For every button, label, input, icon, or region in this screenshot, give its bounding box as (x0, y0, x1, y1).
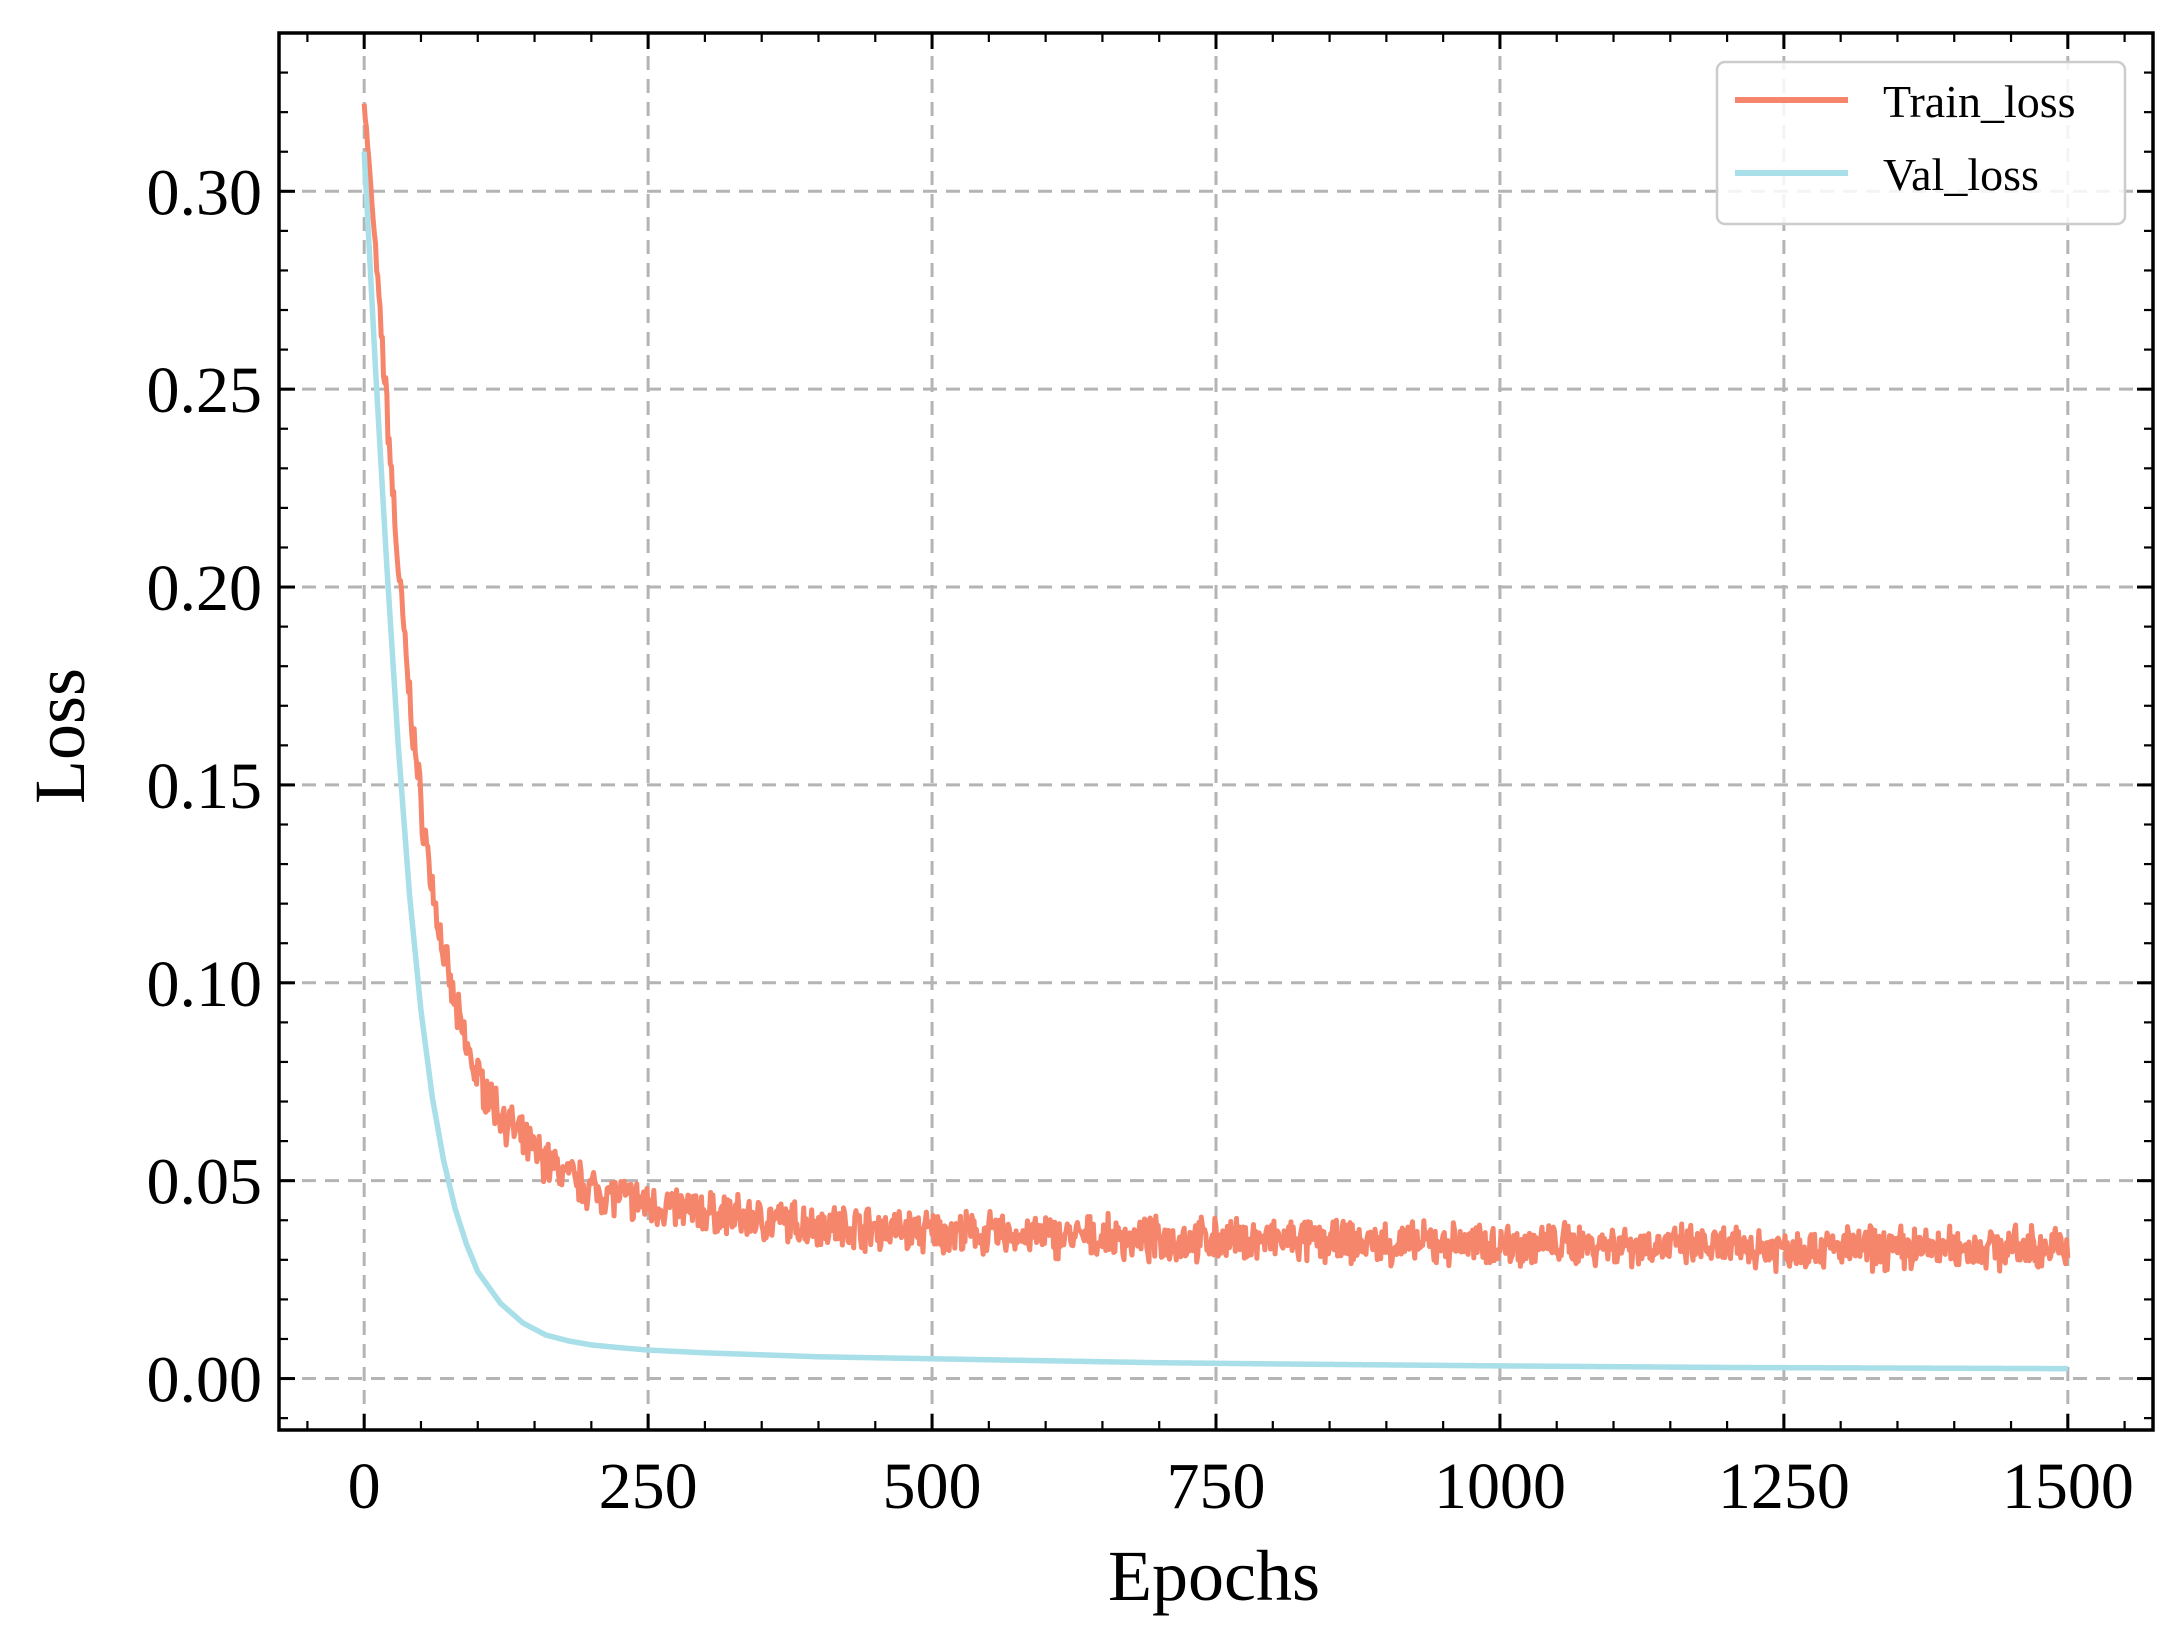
x-tick-label: 0 (348, 1450, 381, 1523)
series-line-val-loss (361, 151, 2070, 1372)
y-tick-label: 0.20 (147, 552, 263, 625)
y-tick-label: 0.10 (147, 948, 263, 1021)
x-tick-label: 1250 (1718, 1450, 1850, 1523)
legend-label-val-loss: Val_loss (1883, 149, 2039, 200)
y-tick-label: 0.25 (147, 354, 263, 427)
x-tick-label: 1000 (1434, 1450, 1566, 1523)
x-tick-label: 500 (883, 1450, 982, 1523)
series-layer (361, 103, 2071, 1372)
labels-layer: Epochs Loss (20, 668, 1320, 1616)
legend-label-train-loss: Train_loss (1883, 76, 2076, 127)
ticks-layer: 0 250 500 750 1000 1250 1500 0.00 0.05 0.10 0.15 0.… (147, 31, 2153, 1523)
y-axis-title: Loss (20, 668, 100, 804)
y-tick-label: 0.30 (147, 156, 263, 229)
legend: Train_loss Val_loss (1715, 60, 2127, 226)
x-tick-label: 1500 (2002, 1450, 2134, 1523)
y-tick-label: 0.00 (147, 1344, 263, 1417)
x-tick-label: 750 (1167, 1450, 1266, 1523)
series-line-train-loss (361, 103, 2071, 1275)
x-axis-title: Epochs (1108, 1536, 1320, 1616)
x-tick-label: 250 (599, 1450, 698, 1523)
y-tick-label: 0.05 (147, 1146, 263, 1219)
y-tick-label: 0.15 (147, 750, 263, 823)
